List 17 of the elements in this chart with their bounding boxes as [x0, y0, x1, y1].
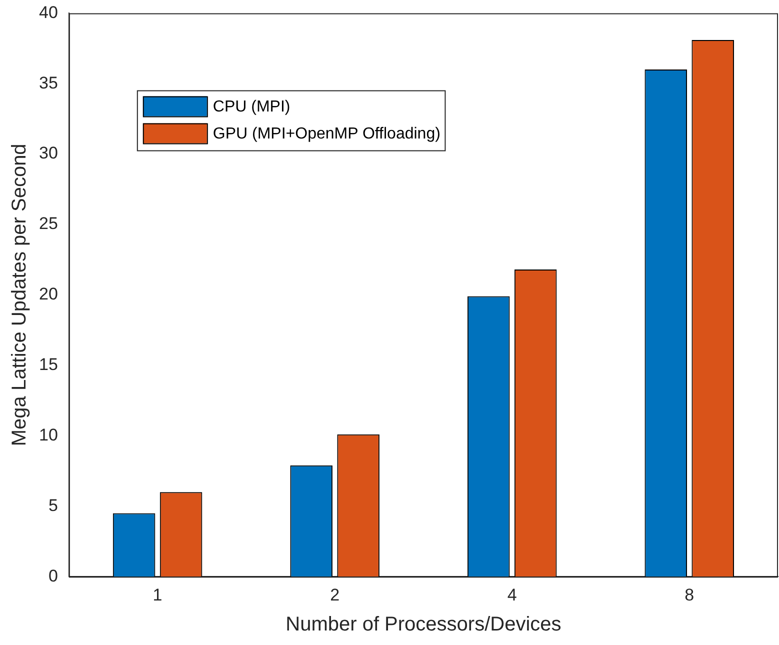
x-tick-label: 1	[152, 585, 162, 604]
y-tick-label: 25	[38, 214, 58, 234]
y-tick-label: 5	[48, 496, 58, 515]
y-tick-label: 20	[38, 284, 58, 304]
y-tick-label: 30	[38, 144, 58, 163]
y-axis-title: Mega Lattice Updates per Second	[8, 144, 31, 446]
x-tick-label: 4	[507, 585, 517, 604]
legend-label: CPU (MPI)	[212, 98, 290, 116]
y-tick-label: 35	[38, 73, 58, 92]
y-tick-label: 10	[38, 425, 58, 444]
x-tick-label: 2	[330, 585, 340, 604]
y-tick-label: 15	[38, 355, 58, 374]
y-tick-label: 40	[38, 2, 58, 22]
legend-label: GPU (MPI+OpenMP Offloading)	[212, 126, 440, 143]
x-axis-title: Number of Processors/Devices	[286, 614, 562, 636]
y-tick-label: 0	[48, 566, 58, 586]
x-tick-label: 8	[684, 585, 694, 604]
